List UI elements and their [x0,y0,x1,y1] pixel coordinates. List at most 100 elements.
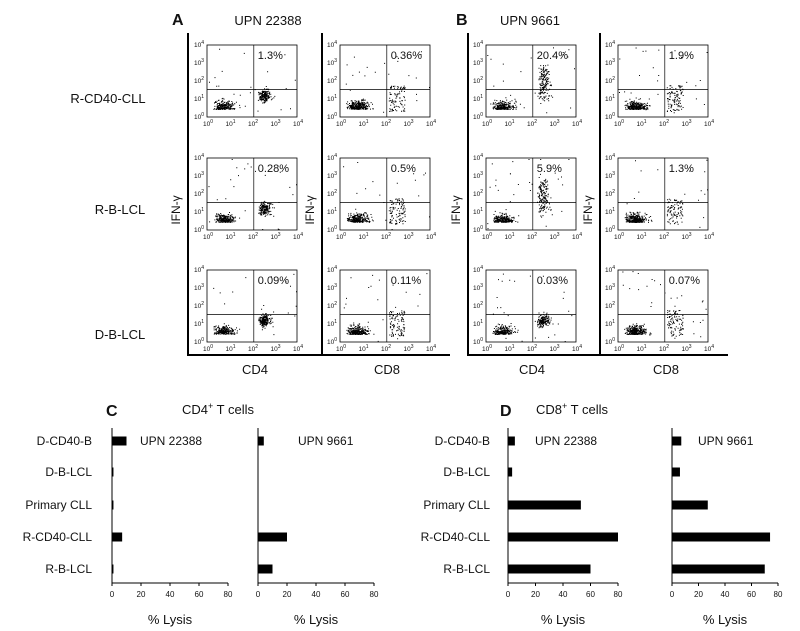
y-tick-label: 104 [605,40,615,49]
x-tick-label: 100 [203,344,213,353]
quadrant-percentage: 0.11% [391,275,422,287]
panel-a-xlabel-cd4: CD4 [242,362,268,377]
category-label-d: D-CD40-B [435,434,490,448]
y-tick-label: 100 [194,112,204,121]
y-tick-label: 102 [327,76,337,85]
y-tick-label: 103 [327,58,337,67]
quadrant-percentage: 1.9% [669,50,694,62]
y-tick-label: 102 [605,76,615,85]
y-tick-label: 100 [473,337,483,346]
panel-b-xlabel-cd8: CD8 [653,362,679,377]
y-tick-label: 104 [194,265,204,274]
y-tick-label: 104 [327,265,337,274]
flow-plot-a-cd8-row2: 0.5% 100 101 102 103 104 100 101 102 103 104 [327,153,436,241]
lysis-bar [672,564,765,574]
quadrant-percentage: 1.3% [258,50,283,62]
y-tick-label: 101 [194,207,204,216]
y-tick-label: 100 [327,337,337,346]
y-tick-label: 103 [605,58,615,67]
panel-a-ylabel-cd8: IFN-γ [303,195,317,224]
panel-b-mid-axis [599,33,728,356]
x-tick-label: 102 [659,119,669,128]
bar-x-tick-label: 80 [614,590,623,599]
x-tick-label: 102 [248,344,258,353]
panel-label-b: B [456,12,468,29]
lysis-bar [672,532,771,542]
y-tick-label: 102 [605,189,615,198]
x-tick-label: 101 [359,344,369,353]
x-tick-label: 101 [637,344,647,353]
x-tick-label: 104 [426,119,436,128]
x-tick-label: 102 [381,119,391,128]
y-tick-label: 102 [473,189,483,198]
x-tick-label: 103 [271,232,281,241]
y-tick-label: 101 [473,319,483,328]
lysis-bar [112,564,114,574]
x-tick-label: 101 [226,232,236,241]
panel-a-left-axis [187,33,322,356]
flow-event-dots [487,47,575,114]
bar-x-label: % Lysis [148,612,193,627]
y-tick-label: 102 [327,189,337,198]
x-tick-label: 103 [404,344,414,353]
bar-x-tick-label: 40 [559,590,568,599]
x-tick-label: 100 [336,232,346,241]
x-tick-label: 102 [659,344,669,353]
x-tick-label: 102 [527,232,537,241]
y-tick-label: 103 [194,171,204,180]
panel-label-d: D [500,403,512,420]
x-tick-label: 103 [682,119,692,128]
x-tick-label: 104 [426,344,436,353]
y-tick-label: 104 [327,40,337,49]
bar-x-tick-label: 0 [506,590,511,599]
quadrant-percentage: 5.9% [537,163,562,175]
series-name: UPN 22388 [535,434,597,448]
flow-plot-frame [485,44,577,118]
y-tick-label: 102 [605,301,615,310]
y-tick-label: 104 [473,265,483,274]
category-label-c: Primary CLL [25,498,92,512]
quadrant-percentage: 0.03% [537,275,568,287]
x-tick-label: 104 [293,344,303,353]
x-tick-label: 101 [637,232,647,241]
series-name: UPN 9661 [698,434,754,448]
x-tick-label: 104 [572,344,582,353]
bar-chart-c-1: 0 20 40 60 80 UPN 22388 % Lysis [110,428,233,627]
x-tick-label: 100 [614,232,624,241]
panel-b-title: UPN 9661 [500,13,560,28]
flow-plot-b-cd4-row2: 5.9% 100 101 102 103 104 100 101 102 103 104 [473,153,582,241]
bar-x-tick-label: 20 [283,590,292,599]
panel-c-title-sup: + [208,401,213,411]
y-tick-label: 104 [473,153,483,162]
bar-chart-d-1: 0 20 40 60 80 UPN 22388 % Lysis [506,428,623,627]
x-tick-label: 100 [336,344,346,353]
panel-d-title: CD8+ T cells [536,401,608,417]
bar-x-tick-label: 0 [110,590,115,599]
flow-plot-a-cd4-row2: 0.28% 100 101 102 103 104 100 101 102 103 104 [194,153,303,241]
bar-x-tick-label: 20 [137,590,146,599]
lysis-bar [112,500,114,510]
lysis-bar [258,436,264,446]
panel-label-c: C [106,403,118,420]
lysis-bar [672,467,680,477]
lysis-bar [508,467,513,477]
x-tick-label: 103 [550,232,560,241]
y-tick-label: 102 [194,301,204,310]
x-tick-label: 104 [426,232,436,241]
y-tick-label: 103 [327,171,337,180]
flow-plot-frame [339,44,431,118]
bar-chart-c-2: 0 20 40 60 80 UPN 9661 % Lysis [256,428,379,627]
panel-c-title-main: CD4 [182,402,208,417]
flow-event-dots [213,273,297,336]
y-tick-label: 103 [194,283,204,292]
category-label-c: D-CD40-B [37,434,92,448]
x-tick-label: 103 [404,119,414,128]
lysis-bar-charts: D-CD40-B D-B-LCL Primary CLL R-CD40-CLL R-B-… [23,428,783,627]
flow-plot-b-cd8-row3: 0.07% 100 101 102 103 104 100 101 102 103 104 [605,265,714,353]
y-tick-label: 102 [473,76,483,85]
x-tick-label: 103 [682,344,692,353]
bar-x-tick-label: 60 [586,590,595,599]
bar-x-tick-label: 20 [531,590,540,599]
flow-plot-a-cd8-row3: 0.11% 100 101 102 103 104 100 101 102 103 104 [327,265,436,353]
